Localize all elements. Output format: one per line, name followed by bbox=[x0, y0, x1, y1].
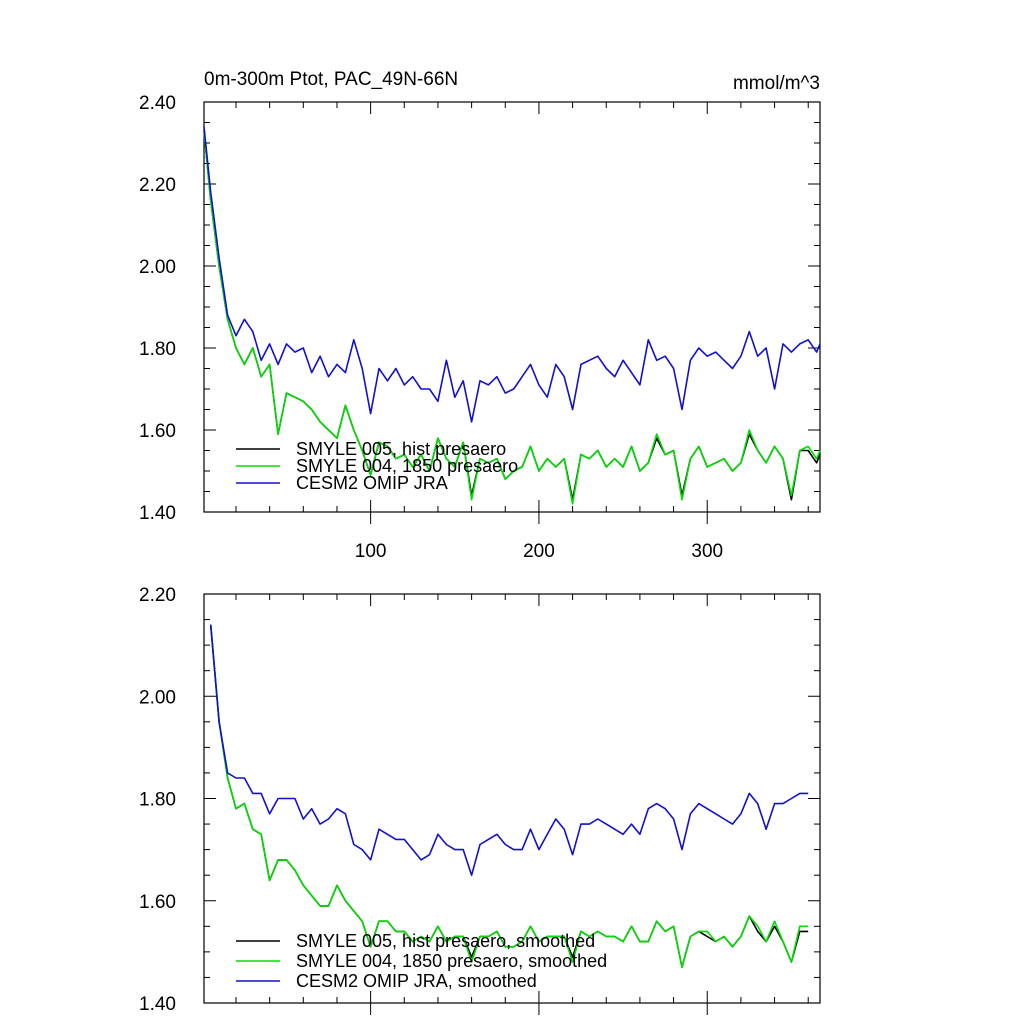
figure-title: 0m-300m Ptot, PAC_49N-66N bbox=[204, 69, 458, 90]
series-line-hist bbox=[209, 624, 809, 969]
y-tick-label: 1.40 bbox=[139, 503, 176, 524]
y-tick-label: 2.00 bbox=[139, 687, 176, 708]
y-tick-label: 2.00 bbox=[139, 257, 176, 278]
series-line-f1850 bbox=[203, 130, 821, 505]
series-line-omip bbox=[203, 126, 821, 423]
x-tick-label: 100 bbox=[355, 541, 387, 562]
legend-label: SMYLE 004, 1850 presaero bbox=[296, 456, 518, 476]
x-tick-label: 300 bbox=[691, 541, 723, 562]
units-label: mmol/m^3 bbox=[733, 73, 820, 94]
y-tick-label: 2.20 bbox=[139, 175, 176, 196]
y-tick-label: 1.80 bbox=[139, 339, 176, 360]
legend-label: SMYLE 005, hist presaero, smoothed bbox=[296, 931, 595, 951]
x-tick-label: 200 bbox=[523, 541, 555, 562]
series-line-omip bbox=[209, 624, 809, 877]
panel-bottom: 1.40 1.60 1.80 2.00 2.20 SMYLE 005, hist pres… bbox=[139, 585, 821, 1015]
y-tick-label: 1.40 bbox=[139, 994, 176, 1015]
y-tick-label: 1.60 bbox=[139, 421, 176, 442]
y-tick-label: 2.20 bbox=[139, 585, 176, 606]
y-tick-label: 1.80 bbox=[139, 790, 176, 811]
legend-label: SMYLE 004, 1850 presaero, smoothed bbox=[296, 951, 607, 971]
legend-label: CESM2 OMIP JRA, smoothed bbox=[296, 971, 537, 991]
series-line-f1850 bbox=[209, 624, 809, 969]
legend-label: CESM2 OMIP JRA bbox=[296, 473, 448, 493]
y-tick-label: 1.60 bbox=[139, 892, 176, 913]
legend-label: SMYLE 005, hist presaero bbox=[296, 439, 506, 459]
panel-top: 100 200 300 1.40 1.60 1.80 2.00 2.20 2.40 SMYLE 0… bbox=[139, 93, 821, 562]
y-tick-label: 2.40 bbox=[139, 93, 176, 114]
